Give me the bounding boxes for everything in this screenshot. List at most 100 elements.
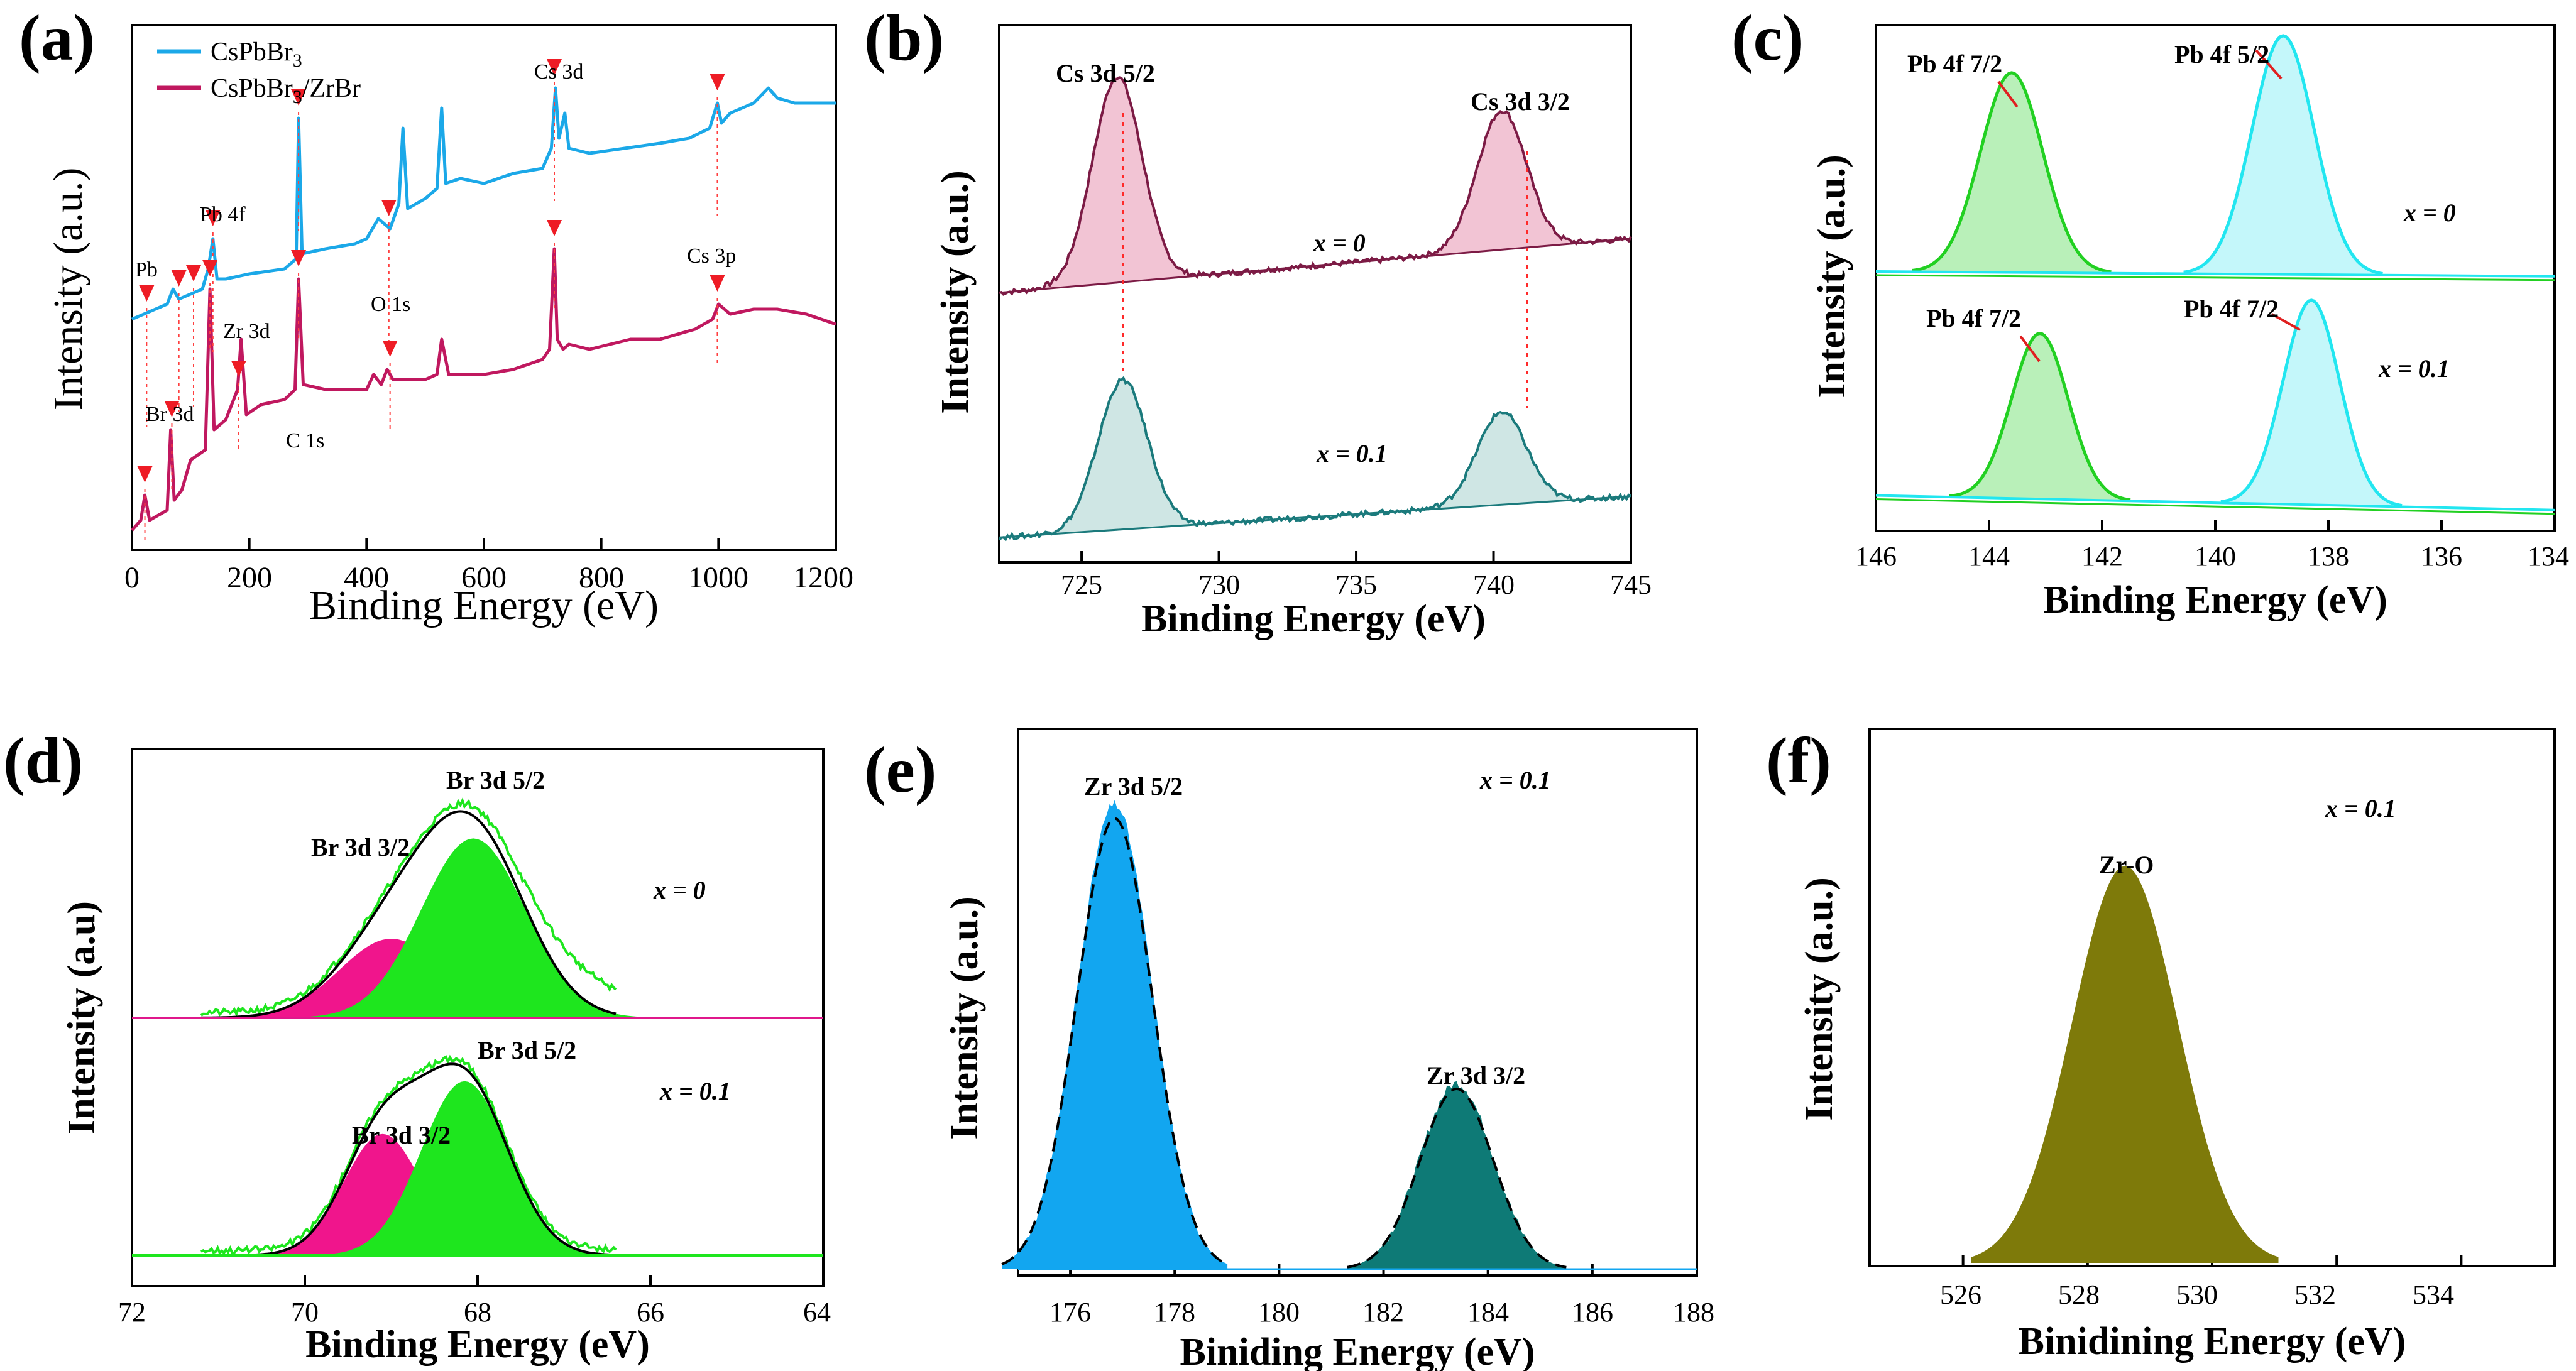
x-tick-labels-a: 0 200 400 600 800 1000 1200: [124, 561, 853, 594]
x-tick-label-a-0: 0: [124, 561, 140, 594]
arrows-c: [1997, 49, 2301, 363]
peak-label-zr-3d-52: Zr 3d 5/2: [1084, 772, 1183, 800]
arrow-c-2: [2019, 335, 2041, 363]
marker-a-1-6: [547, 220, 562, 236]
x-tick-label-a-6: 1200: [793, 561, 853, 594]
series-line-b-1: [998, 376, 1631, 542]
x-tick-labels-b: 725 730 735 740 745: [1061, 569, 1652, 600]
x-axis-title-e: Biniding Energy (eV): [1180, 1331, 1535, 1371]
raw-line-d-0: [200, 797, 617, 1017]
arrow-c-0: [1997, 80, 2019, 108]
arrow-c-3: [2271, 313, 2301, 331]
x-tick-label-a-3: 600: [461, 561, 507, 594]
y-axis-title-c: Intensity (a.u.): [1811, 155, 1853, 398]
series-line-b-0: [999, 76, 1632, 296]
marker-a-1-2: [202, 260, 218, 276]
marker-a-0-0: [139, 285, 155, 302]
plot-frame-b: [998, 24, 1632, 564]
x-tick-label-f-0: 526: [1940, 1279, 1981, 1310]
panel-e: (e) 176 178 180 182 184 186 188 Biniding…: [864, 728, 1714, 1371]
x-ticks-b: [1080, 551, 1632, 562]
x-tick-label-b-3: 740: [1473, 569, 1515, 600]
panel-label-f: (f): [1766, 724, 1831, 797]
series-group-d: [132, 797, 823, 1257]
component-e-1: [1347, 1081, 1567, 1269]
series-group-c: [1875, 34, 2555, 515]
x-tick-label-e-1: 178: [1154, 1297, 1195, 1328]
baseline-c-green-1: [1875, 498, 2555, 515]
panel-label-e: (e): [864, 734, 936, 806]
x-ticks-c: [1875, 520, 2556, 531]
x-tick-label-a-5: 1000: [688, 561, 748, 594]
baseline-b-1: [999, 495, 1631, 538]
peak-fill-c-1-0: [1949, 333, 2130, 501]
peak-label-pb-4f-72-c: Pb 4f 7/2: [2184, 295, 2279, 323]
peak-fill-b-0-0: [1043, 76, 1192, 289]
baseline-c-0: [1875, 270, 2555, 278]
y-axis-title-e: Intensity (a.u.): [943, 896, 986, 1140]
y-axis-title-f: Intensity (a.u.): [1798, 877, 1841, 1121]
marker-a-0-2: [186, 265, 201, 281]
curve-label-b-x01: x = 0.1: [1316, 439, 1388, 467]
legend-label-cspbbr3-main: CsPbBr: [211, 38, 293, 67]
curve-label-d-x0: x = 0: [653, 876, 706, 904]
marker-a-0-1: [171, 270, 187, 287]
survey-label-cs-3d: Cs 3d: [534, 60, 583, 84]
marker-a-0-5: [381, 200, 397, 216]
legend-a: CsPbBr3 CsPbBr3/ZrBr: [157, 38, 361, 107]
peak-fill-c-0-1: [2183, 35, 2383, 275]
annotation-f: x = 0.1: [2325, 794, 2396, 822]
survey-label-c-1s: C 1s: [286, 429, 324, 452]
x-tick-label-c-0: 146: [1855, 541, 1897, 572]
x-tick-label-c-3: 140: [2195, 541, 2236, 572]
survey-label-pb-4f: Pb 4f: [200, 203, 246, 226]
series-line-a-1: [131, 247, 836, 532]
series-line-a-0: [131, 86, 836, 321]
panel-label-d: (d): [3, 724, 83, 797]
x-tick-label-b-2: 735: [1335, 569, 1377, 600]
marker-a-1-7: [710, 275, 725, 292]
panel-label-c: (c): [1731, 2, 1804, 74]
x-tick-label-e-6: 188: [1673, 1297, 1714, 1328]
curve-label-b-x0: x = 0: [1313, 229, 1366, 257]
baseline-c-green-0: [1875, 274, 2555, 281]
peak-line-c-1-0: [1949, 332, 2131, 502]
x-tick-label-f-2: 530: [2176, 1279, 2218, 1310]
survey-label-cs-3p: Cs 3p: [687, 244, 736, 268]
marker-a-0-3: [205, 210, 221, 226]
peak-label-zr-3d-32: Zr 3d 3/2: [1427, 1061, 1525, 1090]
marker-a-1-0: [137, 466, 153, 483]
peak-label-cs-3d-52: Cs 3d 5/2: [1056, 59, 1155, 87]
x-tick-label-b-1: 730: [1198, 569, 1240, 600]
annotation-e: x = 0.1: [1479, 766, 1551, 794]
panel-label-b: (b): [864, 2, 944, 74]
peak-fill-c-1-1: [2221, 300, 2402, 507]
survey-label-pb: Pb: [135, 258, 158, 281]
legend-label-cspbbr3-zrbr-sub: 3: [293, 87, 302, 107]
baseline-b-0: [999, 238, 1631, 294]
peak-markers-a: [137, 59, 725, 540]
x-tick-label-f-4: 534: [2413, 1279, 2454, 1310]
x-tick-label-e-4: 184: [1467, 1297, 1509, 1328]
x-tick-label-c-2: 142: [2081, 541, 2123, 572]
plot-frame-a: [131, 24, 837, 551]
x-tick-label-e-5: 186: [1572, 1297, 1613, 1328]
x-tick-label-c-5: 136: [2421, 541, 2462, 572]
survey-label-zr-3d: Zr 3d: [223, 320, 270, 343]
peak-label-d-1: Br 3d 3/2: [311, 833, 410, 861]
peak-label-d-3: Br 3d 3/2: [352, 1121, 451, 1149]
x-axis-title-b: Binding Energy (eV): [1141, 598, 1486, 640]
fit-line-d-1: [201, 1062, 617, 1257]
legend-label-cspbbr3-sub: 3: [293, 50, 302, 71]
peak-line-c-1-1: [2220, 298, 2403, 508]
peak-label-pb-4f-52: Pb 4f 5/2: [2174, 40, 2269, 68]
panel-label-a: (a): [19, 2, 95, 74]
x-tick-labels-f: 526 528 530 532 534: [1940, 1279, 2454, 1310]
legend-label-cspbbr3: CsPbBr3: [211, 38, 302, 71]
peak-fill-b-1-0: [1048, 380, 1197, 535]
curve-label-d-x01: x = 0.1: [659, 1077, 731, 1105]
x-tick-label-c-6: 134: [2528, 541, 2569, 572]
x-tick-label-e-2: 180: [1258, 1297, 1300, 1328]
peak-fill-c-0-0: [1912, 72, 2112, 273]
x-tick-label-f-1: 528: [2058, 1279, 2100, 1310]
